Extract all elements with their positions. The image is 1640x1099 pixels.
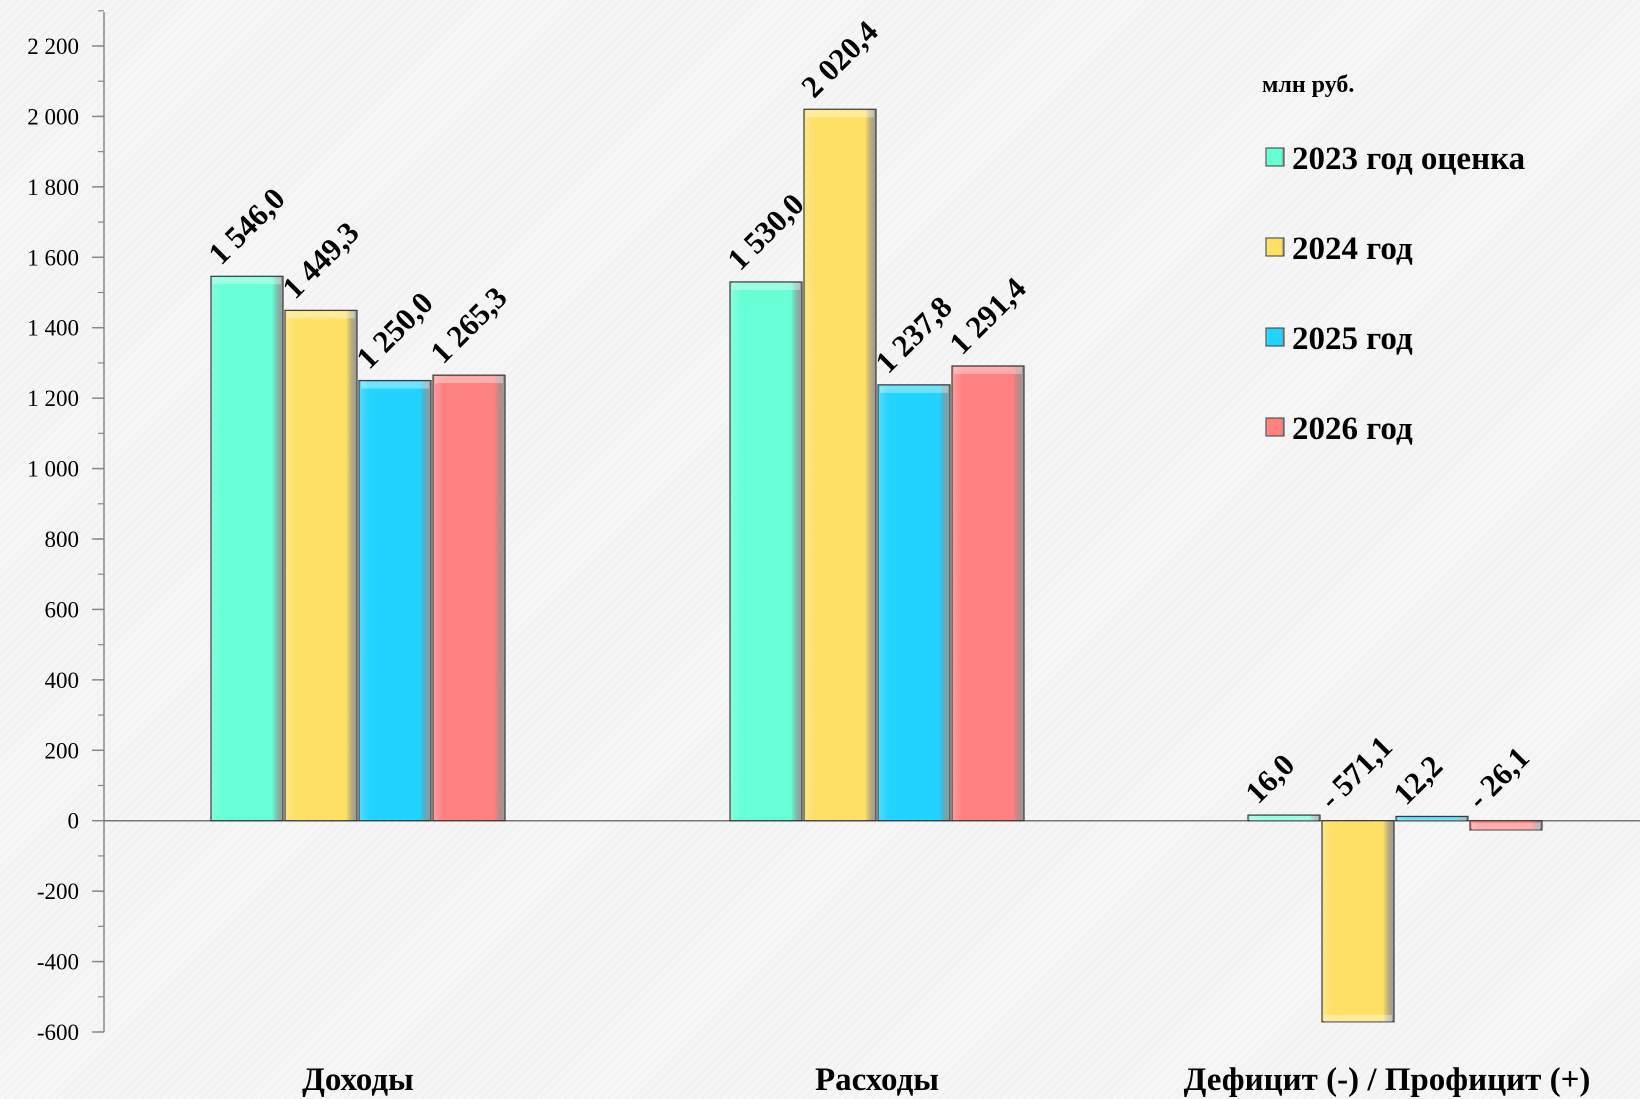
bar-bevel	[287, 311, 355, 319]
bar-2-1	[729, 281, 803, 822]
legend-swatch	[1265, 147, 1285, 167]
bar-1-2	[284, 309, 358, 822]
bar-bevel	[954, 366, 1022, 374]
category-label: Дефицит (-) / Профицит (+)	[1184, 1062, 1591, 1098]
legend-label: 2026 год	[1292, 411, 1413, 447]
unit-label: млн руб.	[1262, 72, 1354, 98]
data-label: - 571,1	[1312, 729, 1399, 816]
bar-2-2	[803, 108, 877, 822]
y-tick-label: 1 400	[27, 316, 79, 341]
y-tick-label: 0	[68, 809, 80, 834]
data-label: 1 546,0	[201, 181, 292, 272]
data-label: - 26,1	[1460, 740, 1536, 816]
y-tick-label: 1 800	[27, 175, 79, 200]
y-tick-label: -200	[37, 879, 79, 904]
category-labels: Доходы Расходы Дефицит (-) / Профицит (+)	[302, 1062, 1590, 1098]
legend-swatch	[1265, 417, 1285, 437]
y-tick-label: 200	[45, 738, 80, 763]
legend-label: 2024 год	[1292, 231, 1413, 267]
legend-swatch	[1265, 237, 1285, 257]
category-label: Доходы	[302, 1062, 414, 1098]
legend-swatch	[1265, 327, 1285, 347]
y-tick-label: -400	[37, 950, 79, 975]
bar-bevel	[1472, 822, 1540, 830]
bar-bevel	[1250, 816, 1318, 821]
y-tick-label: -600	[37, 1020, 79, 1045]
bar-bevel	[880, 385, 948, 393]
bar-bevel	[213, 277, 281, 285]
bar-3-4	[1469, 820, 1543, 831]
bar-3-1	[1247, 814, 1321, 822]
y-tick-label: 400	[45, 668, 80, 693]
data-label: 2 020,4	[794, 14, 885, 105]
y-tick-label: 1 200	[27, 386, 79, 411]
y-tick-label: 800	[45, 527, 80, 552]
bar-bevel	[806, 110, 874, 118]
data-label: 1 449,3	[275, 215, 366, 306]
bar-3-3	[1395, 815, 1469, 822]
bar-bevel	[1398, 817, 1466, 821]
bar-3-2	[1321, 820, 1395, 1023]
bar-bevel	[1324, 1014, 1392, 1022]
bar-2-4	[951, 365, 1025, 822]
bar-1-3	[358, 379, 432, 822]
data-label: 1 250,0	[349, 285, 440, 376]
data-label: 1 265,3	[423, 280, 514, 371]
y-tick-label: 2 200	[27, 34, 79, 59]
y-tick-label: 1 000	[27, 457, 79, 482]
legend-label: 2025 год	[1292, 321, 1413, 357]
bar-bevel	[361, 381, 429, 389]
bar-bevel	[435, 376, 503, 384]
y-tick-label: 2 000	[27, 104, 79, 129]
legend: 2023 год оценка 2024 год 2025 год 2026 год	[1265, 141, 1525, 447]
bar-bevel	[732, 282, 800, 290]
y-tick-label: 1 600	[27, 245, 79, 270]
data-label: 1 530,0	[720, 186, 811, 277]
y-tick-label: 600	[45, 597, 80, 622]
bar-2-3	[877, 384, 951, 822]
bars	[210, 108, 1543, 1023]
data-label: 16,0	[1238, 747, 1301, 810]
bar-1-4	[432, 374, 506, 822]
bar-1-1	[210, 275, 284, 822]
category-label: Расходы	[815, 1062, 939, 1098]
legend-label: 2023 год оценка	[1292, 141, 1525, 177]
data-label: 12,2	[1386, 748, 1449, 811]
